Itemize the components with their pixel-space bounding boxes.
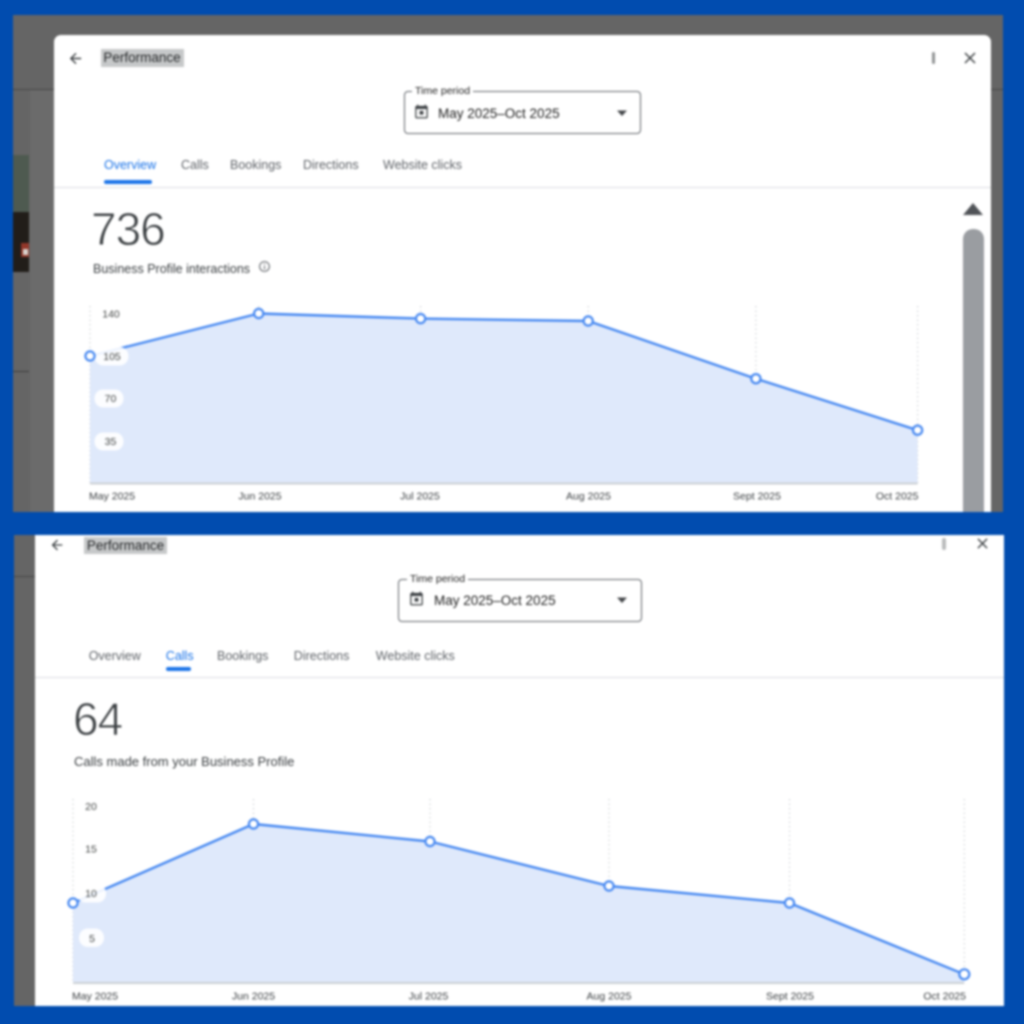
svg-text:Aug 2025: Aug 2025 xyxy=(587,991,632,1003)
svg-text:Oct 2025: Oct 2025 xyxy=(923,991,966,1003)
svg-text:140: 140 xyxy=(102,309,120,321)
svg-text:May 2025: May 2025 xyxy=(89,491,135,503)
svg-text:Sept 2025: Sept 2025 xyxy=(733,491,781,503)
svg-text:May 2025: May 2025 xyxy=(72,991,118,1003)
svg-text:10: 10 xyxy=(85,888,97,900)
svg-text:15: 15 xyxy=(85,844,97,856)
svg-text:35: 35 xyxy=(105,436,117,448)
svg-text:Jul 2025: Jul 2025 xyxy=(409,991,449,1003)
svg-text:20: 20 xyxy=(85,801,97,813)
svg-text:Jul 2025: Jul 2025 xyxy=(400,491,440,503)
svg-text:Jun 2025: Jun 2025 xyxy=(238,491,281,503)
svg-text:5: 5 xyxy=(89,933,95,945)
svg-text:Jun 2025: Jun 2025 xyxy=(232,991,275,1003)
svg-text:Sept 2025: Sept 2025 xyxy=(766,991,814,1003)
svg-text:105: 105 xyxy=(103,351,121,363)
svg-text:70: 70 xyxy=(105,393,117,405)
svg-text:Aug 2025: Aug 2025 xyxy=(566,491,611,503)
svg-text:Oct 2025: Oct 2025 xyxy=(876,491,919,503)
